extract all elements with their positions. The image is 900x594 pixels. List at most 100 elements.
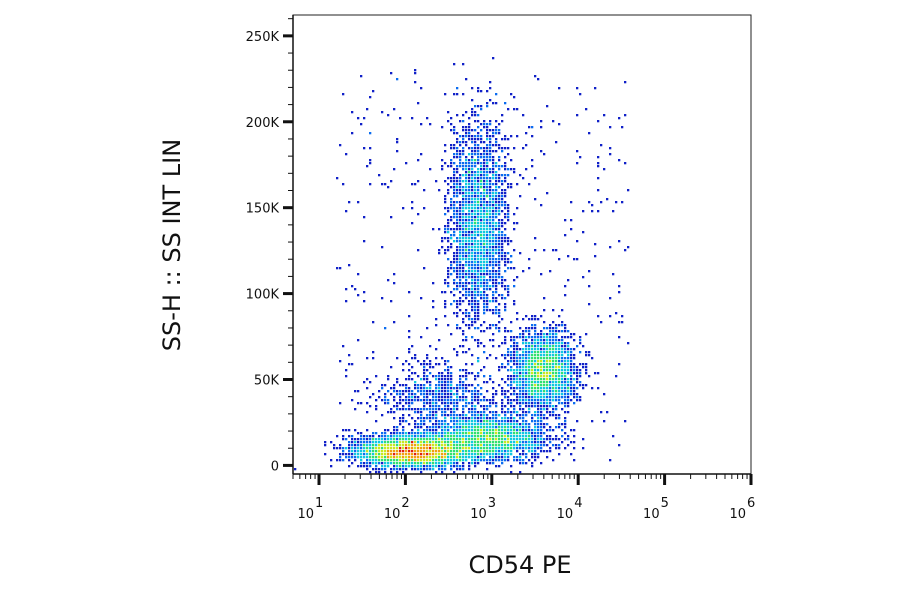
event-dot bbox=[522, 459, 525, 462]
event-dot bbox=[372, 90, 375, 93]
event-dot bbox=[462, 249, 465, 252]
event-dot bbox=[492, 237, 495, 240]
event-dot bbox=[522, 348, 525, 351]
event-dot bbox=[492, 135, 495, 138]
event-dot bbox=[564, 399, 567, 402]
event-dot bbox=[465, 459, 468, 462]
event-dot bbox=[501, 147, 504, 150]
event-dot bbox=[540, 462, 543, 465]
event-dot bbox=[549, 426, 552, 429]
event-dot bbox=[525, 444, 528, 447]
event-dot bbox=[474, 426, 477, 429]
event-dot bbox=[531, 372, 534, 375]
event-dot bbox=[558, 402, 561, 405]
event-dot bbox=[495, 423, 498, 426]
event-dot bbox=[486, 273, 489, 276]
event-dot bbox=[498, 204, 501, 207]
event-dot bbox=[384, 471, 387, 474]
event-dot bbox=[456, 465, 459, 468]
event-dot bbox=[558, 393, 561, 396]
event-dot bbox=[498, 210, 501, 213]
event-dot bbox=[456, 354, 459, 357]
event-dot bbox=[513, 108, 516, 111]
event-dot bbox=[480, 342, 483, 345]
event-dot bbox=[543, 408, 546, 411]
event-dot bbox=[447, 360, 450, 363]
event-dot bbox=[375, 408, 378, 411]
event-dot bbox=[567, 396, 570, 399]
event-dot bbox=[348, 444, 351, 447]
event-dot bbox=[402, 432, 405, 435]
event-dot bbox=[468, 303, 471, 306]
event-dot bbox=[429, 405, 432, 408]
event-dot bbox=[486, 261, 489, 264]
event-dot bbox=[459, 144, 462, 147]
event-dot bbox=[567, 411, 570, 414]
event-dot bbox=[549, 396, 552, 399]
event-dot bbox=[459, 267, 462, 270]
event-dot bbox=[513, 168, 516, 171]
event-dot bbox=[357, 402, 360, 405]
event-dot bbox=[459, 255, 462, 258]
event-dot bbox=[474, 405, 477, 408]
event-dot bbox=[480, 201, 483, 204]
event-dot bbox=[486, 123, 489, 126]
event-dot bbox=[525, 327, 528, 330]
event-dot bbox=[570, 429, 573, 432]
event-dot bbox=[573, 258, 576, 261]
event-dot bbox=[522, 411, 525, 414]
event-dot bbox=[498, 192, 501, 195]
event-dot bbox=[576, 240, 579, 243]
event-dot bbox=[501, 363, 504, 366]
event-dot bbox=[597, 387, 600, 390]
event-dot bbox=[507, 411, 510, 414]
event-dot bbox=[513, 267, 516, 270]
event-dot bbox=[447, 408, 450, 411]
event-dot bbox=[450, 378, 453, 381]
event-dot bbox=[399, 432, 402, 435]
event-dot bbox=[453, 258, 456, 261]
event-dot bbox=[516, 432, 519, 435]
event-dot bbox=[477, 342, 480, 345]
event-dot bbox=[486, 381, 489, 384]
event-dot bbox=[525, 378, 528, 381]
event-dot bbox=[294, 468, 297, 471]
event-dot bbox=[486, 171, 489, 174]
event-dot bbox=[459, 387, 462, 390]
event-dot bbox=[474, 249, 477, 252]
event-dot bbox=[552, 336, 555, 339]
event-dot bbox=[552, 309, 555, 312]
event-dot bbox=[459, 414, 462, 417]
y-tick-label: 0 bbox=[271, 459, 279, 474]
event-dot bbox=[498, 420, 501, 423]
event-dot bbox=[399, 417, 402, 420]
event-dot bbox=[411, 435, 414, 438]
event-dot bbox=[444, 213, 447, 216]
event-dot bbox=[468, 255, 471, 258]
event-dot bbox=[456, 414, 459, 417]
event-dot bbox=[558, 387, 561, 390]
event-dot bbox=[471, 135, 474, 138]
event-dot bbox=[510, 423, 513, 426]
event-dot bbox=[357, 438, 360, 441]
event-dot bbox=[603, 420, 606, 423]
event-dot bbox=[474, 180, 477, 183]
event-dot bbox=[369, 435, 372, 438]
event-dot bbox=[357, 450, 360, 453]
event-dot bbox=[522, 147, 525, 150]
event-dot bbox=[465, 336, 468, 339]
event-dot bbox=[456, 444, 459, 447]
event-dot bbox=[483, 159, 486, 162]
event-dot bbox=[477, 345, 480, 348]
event-dot bbox=[522, 357, 525, 360]
event-dot bbox=[456, 270, 459, 273]
event-dot bbox=[561, 375, 564, 378]
event-dot bbox=[447, 258, 450, 261]
event-dot bbox=[456, 456, 459, 459]
event-dot bbox=[507, 168, 510, 171]
event-dot bbox=[465, 216, 468, 219]
event-dot bbox=[441, 381, 444, 384]
event-dot bbox=[471, 150, 474, 153]
event-dot bbox=[546, 435, 549, 438]
event-dot bbox=[396, 426, 399, 429]
